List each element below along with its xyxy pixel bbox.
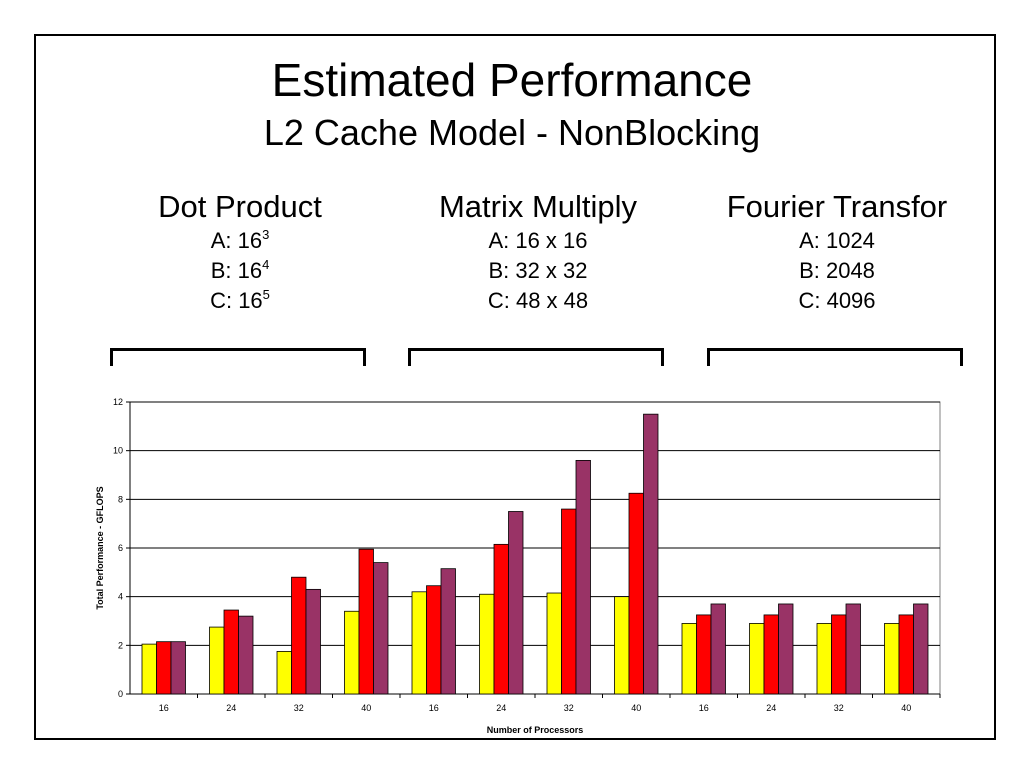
group-title: Dot Product — [158, 189, 322, 224]
y-tick-label: 4 — [118, 592, 123, 602]
x-tick-label: 16 — [429, 703, 439, 713]
slide-title: Estimated Performance — [271, 54, 753, 106]
group-line: C: 48 x 48 — [487, 288, 589, 313]
x-axis-label: Number of Processors — [487, 725, 584, 735]
slide-subtitle: L2 Cache Model - NonBlocking — [263, 112, 761, 153]
x-tick-label: 40 — [631, 703, 641, 713]
bar — [884, 623, 900, 695]
x-tick-label: 32 — [834, 703, 844, 713]
bar — [291, 576, 307, 695]
x-tick-label: 16 — [699, 703, 709, 713]
group-line: B: 164 — [210, 257, 270, 283]
group-line: A: 16 x 16 — [488, 228, 588, 253]
group-title: Matrix Multiply — [438, 189, 638, 224]
bar — [845, 603, 861, 695]
bar — [170, 641, 186, 695]
bar — [643, 413, 659, 695]
x-tick-label: 24 — [766, 703, 776, 713]
bar — [749, 623, 765, 695]
bar — [305, 588, 321, 695]
group-title: Fourier Transfor — [726, 189, 948, 224]
bar — [373, 562, 389, 695]
bar — [426, 585, 442, 695]
bar — [223, 609, 239, 695]
bar — [156, 641, 172, 695]
bar — [276, 651, 292, 695]
bar — [831, 614, 847, 695]
y-axis-label: Total Performance - GFLOPS — [95, 486, 105, 609]
group-line: B: 2048 — [799, 258, 875, 283]
bar — [493, 543, 509, 695]
group-line: A: 1024 — [799, 228, 875, 253]
bar — [546, 592, 562, 695]
bar — [358, 548, 374, 695]
group-line: C: 165 — [210, 287, 270, 313]
bar — [614, 596, 630, 695]
bar — [440, 568, 456, 695]
bar — [344, 610, 360, 695]
group-line: A: 163 — [210, 227, 270, 253]
bar — [763, 614, 779, 695]
bar — [710, 603, 726, 695]
group-bracket — [707, 348, 963, 366]
y-tick-label: 8 — [118, 494, 123, 504]
x-tick-label: 32 — [564, 703, 574, 713]
bar — [411, 591, 427, 695]
bar — [816, 623, 832, 695]
slide-frame — [34, 34, 996, 740]
bar — [913, 603, 929, 695]
bar — [479, 593, 495, 695]
bar — [238, 615, 254, 695]
group-line: C: 4096 — [798, 288, 876, 313]
bar — [778, 603, 794, 695]
y-tick-label: 0 — [118, 689, 123, 699]
group-fourier-transform: Fourier Transfor A: 1024 B: 2048 C: 4096 — [687, 188, 987, 316]
bar — [209, 626, 225, 695]
x-tick-label: 24 — [226, 703, 236, 713]
y-tick-label: 2 — [118, 640, 123, 650]
bar — [508, 511, 524, 695]
group-dot-product: Dot Product A: 163 B: 164 C: 165 — [90, 188, 390, 316]
x-tick-label: 40 — [361, 703, 371, 713]
x-tick-label: 16 — [159, 703, 169, 713]
bar — [696, 614, 712, 695]
x-tick-label: 40 — [901, 703, 911, 713]
y-tick-label: 12 — [113, 397, 123, 407]
group-matrix-multiply: Matrix Multiply A: 16 x 16 B: 32 x 32 C:… — [388, 188, 688, 316]
y-tick-label: 10 — [113, 446, 123, 456]
group-bracket — [110, 348, 366, 366]
y-tick-label: 6 — [118, 543, 123, 553]
bar — [681, 623, 697, 695]
bar — [898, 614, 914, 695]
group-line: B: 32 x 32 — [488, 258, 588, 283]
bar — [628, 492, 644, 695]
bar — [561, 508, 577, 695]
bar — [575, 459, 591, 695]
x-tick-label: 32 — [294, 703, 304, 713]
x-tick-label: 24 — [496, 703, 506, 713]
bar — [141, 643, 157, 695]
group-bracket — [408, 348, 664, 366]
